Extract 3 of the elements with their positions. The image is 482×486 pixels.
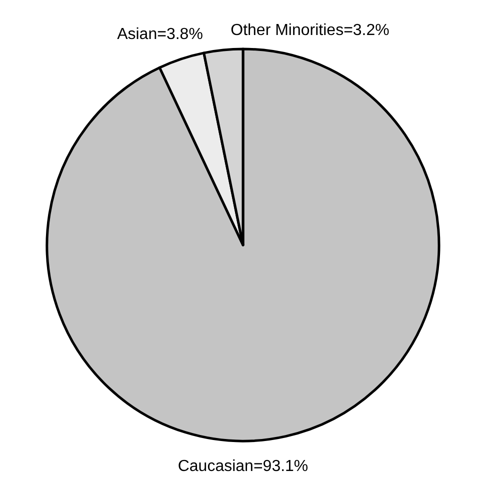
slice-label: Asian=3.8% (117, 26, 203, 43)
slice-label: Caucasian=93.1% (178, 458, 308, 475)
slice-label: Other Minorities=3.2% (230, 22, 390, 39)
